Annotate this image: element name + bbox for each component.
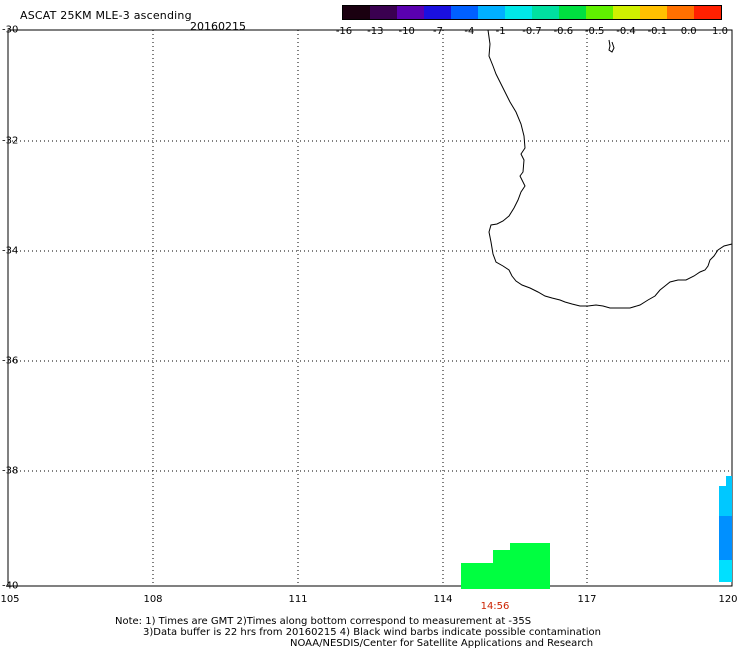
longitude-label: 111	[288, 594, 308, 605]
color-scale-segment	[397, 6, 424, 19]
color-scale-segment	[343, 6, 370, 19]
color-scale-segment	[424, 6, 451, 19]
longitude-label: 120	[718, 594, 738, 605]
color-scale-label: -16	[335, 26, 353, 37]
map-title: ASCAT 25KM MLE-3 ascending	[20, 9, 192, 22]
grid-lines	[8, 30, 732, 586]
footer-note-line2: 3)Data buffer is 22 hrs from 20160215 4)…	[143, 627, 601, 638]
color-scale-segment	[640, 6, 667, 19]
color-scale-segment	[505, 6, 532, 19]
color-scale-segment	[586, 6, 613, 19]
coastline-southwest-australia	[487, 29, 733, 309]
footer-credit: NOAA/NESDIS/Center for Satellite Applica…	[290, 638, 594, 649]
color-scale-segment	[559, 6, 586, 19]
longitude-label: 108	[143, 594, 163, 605]
color-scale-segment	[532, 6, 559, 19]
color-scale-label: -0.1	[647, 26, 668, 37]
color-scale-segment	[694, 6, 721, 19]
color-scale-label: -1	[495, 26, 506, 37]
plot-frame	[7, 29, 733, 587]
color-scale-segment	[451, 6, 478, 19]
color-scale-bar	[342, 5, 722, 20]
color-scale-label: -7	[433, 26, 443, 37]
color-scale-segment	[370, 6, 397, 19]
color-scale-label: 1.0	[712, 26, 728, 37]
color-scale-label: -4	[464, 26, 475, 37]
latitude-label: -36	[2, 355, 19, 367]
latitude-label: -38	[2, 465, 19, 477]
latitude-label: -40	[2, 580, 19, 592]
footer-note-line1: Note: 1) Times are GMT 2)Times along bot…	[115, 616, 532, 627]
color-scale-segment	[478, 6, 505, 19]
color-scale-label: 0.0	[680, 26, 697, 37]
wind-swath-green	[461, 543, 550, 589]
color-scale-label: -0.7	[522, 26, 542, 37]
color-scale-label: -0.6	[553, 26, 574, 37]
color-scale-label: -0.5	[584, 26, 605, 37]
latitude-label: -34	[2, 245, 19, 257]
color-scale-label: -10	[398, 26, 415, 37]
longitude-label: 117	[577, 594, 597, 605]
wind-swath-edge	[719, 476, 732, 582]
latitude-label: -30	[2, 24, 19, 36]
coastline-island	[608, 39, 615, 53]
swath-time-label: 14:56	[480, 601, 510, 612]
color-scale-segment	[613, 6, 640, 19]
color-scale-label: -0.4	[616, 26, 636, 37]
color-scale-label: -13	[367, 26, 384, 37]
longitude-label: 105	[0, 594, 20, 605]
latitude-label: -32	[2, 135, 19, 147]
longitude-label: 114	[433, 594, 453, 605]
color-scale-segment	[667, 6, 694, 19]
